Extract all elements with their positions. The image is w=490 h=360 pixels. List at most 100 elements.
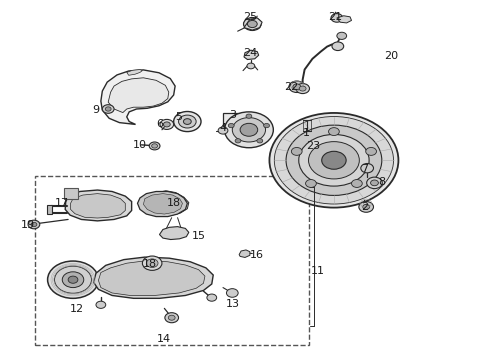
Circle shape — [244, 18, 261, 31]
Text: 17: 17 — [55, 198, 69, 208]
Circle shape — [337, 32, 346, 40]
Circle shape — [351, 180, 362, 188]
Text: 13: 13 — [226, 299, 240, 309]
Circle shape — [62, 272, 84, 288]
Polygon shape — [71, 194, 125, 218]
Circle shape — [235, 139, 241, 143]
Circle shape — [168, 315, 175, 320]
Circle shape — [257, 139, 263, 143]
Circle shape — [264, 123, 270, 128]
Text: 21: 21 — [328, 12, 343, 22]
Text: 4: 4 — [220, 123, 226, 133]
Text: 10: 10 — [133, 140, 147, 150]
Text: 18: 18 — [167, 198, 181, 208]
Text: 8: 8 — [378, 177, 385, 187]
Circle shape — [240, 123, 258, 136]
Circle shape — [147, 259, 158, 267]
Polygon shape — [337, 16, 351, 23]
Circle shape — [207, 294, 217, 301]
Polygon shape — [98, 261, 205, 296]
Circle shape — [331, 14, 343, 22]
Circle shape — [299, 86, 306, 91]
Circle shape — [228, 123, 234, 128]
Circle shape — [299, 134, 369, 186]
Circle shape — [165, 313, 178, 323]
Circle shape — [247, 63, 255, 69]
Polygon shape — [244, 18, 262, 30]
Circle shape — [160, 120, 173, 130]
Polygon shape — [244, 50, 259, 59]
Polygon shape — [65, 190, 132, 221]
Bar — [223, 113, 245, 134]
Polygon shape — [101, 70, 175, 125]
Circle shape — [363, 204, 369, 210]
Circle shape — [54, 266, 92, 293]
Circle shape — [274, 117, 393, 204]
Text: 1: 1 — [303, 129, 310, 138]
Circle shape — [289, 81, 305, 93]
Circle shape — [102, 105, 114, 113]
Circle shape — [329, 128, 339, 135]
Text: 6: 6 — [156, 120, 163, 129]
Circle shape — [246, 114, 252, 118]
Circle shape — [163, 122, 170, 127]
Text: 22: 22 — [284, 82, 298, 92]
Text: 24: 24 — [243, 48, 257, 58]
Text: 25: 25 — [243, 12, 257, 22]
Polygon shape — [108, 78, 169, 113]
Text: 3: 3 — [229, 111, 236, 121]
Circle shape — [366, 148, 376, 156]
Circle shape — [226, 289, 238, 297]
Text: 16: 16 — [250, 250, 264, 260]
Text: 18: 18 — [143, 259, 157, 269]
Circle shape — [232, 118, 266, 142]
Polygon shape — [94, 257, 213, 298]
Circle shape — [293, 84, 301, 90]
Circle shape — [68, 276, 78, 283]
Text: 15: 15 — [192, 231, 206, 240]
Circle shape — [359, 202, 373, 212]
Circle shape — [183, 119, 191, 125]
Circle shape — [332, 42, 343, 50]
Circle shape — [28, 220, 40, 229]
Bar — [64, 188, 78, 199]
Circle shape — [367, 177, 382, 189]
Circle shape — [96, 301, 106, 309]
Circle shape — [105, 107, 111, 111]
Polygon shape — [145, 191, 189, 216]
Text: 7: 7 — [361, 163, 368, 174]
Polygon shape — [138, 192, 187, 217]
Circle shape — [361, 163, 373, 173]
Text: 20: 20 — [385, 51, 399, 61]
Polygon shape — [239, 250, 250, 257]
Circle shape — [292, 148, 302, 156]
Circle shape — [31, 222, 37, 226]
Text: 2: 2 — [361, 202, 368, 212]
Polygon shape — [144, 194, 182, 214]
Circle shape — [322, 151, 346, 169]
Text: 19: 19 — [21, 220, 35, 230]
Circle shape — [218, 127, 228, 134]
Text: 12: 12 — [70, 304, 83, 314]
Circle shape — [370, 180, 378, 186]
Text: 9: 9 — [93, 105, 99, 115]
Circle shape — [286, 125, 382, 195]
Circle shape — [224, 112, 273, 148]
Bar — [35, 176, 309, 345]
Circle shape — [149, 142, 160, 150]
Text: 11: 11 — [311, 266, 325, 276]
Text: 5: 5 — [175, 112, 183, 122]
Text: 23: 23 — [306, 141, 320, 151]
Circle shape — [247, 21, 257, 28]
Circle shape — [309, 141, 359, 179]
Circle shape — [152, 144, 158, 148]
Polygon shape — [127, 69, 143, 75]
Text: 14: 14 — [157, 333, 171, 343]
Polygon shape — [159, 226, 189, 239]
Bar — [47, 205, 52, 214]
Circle shape — [178, 115, 196, 128]
Circle shape — [143, 256, 162, 270]
Circle shape — [296, 84, 310, 94]
Circle shape — [270, 113, 398, 208]
Circle shape — [173, 112, 201, 132]
